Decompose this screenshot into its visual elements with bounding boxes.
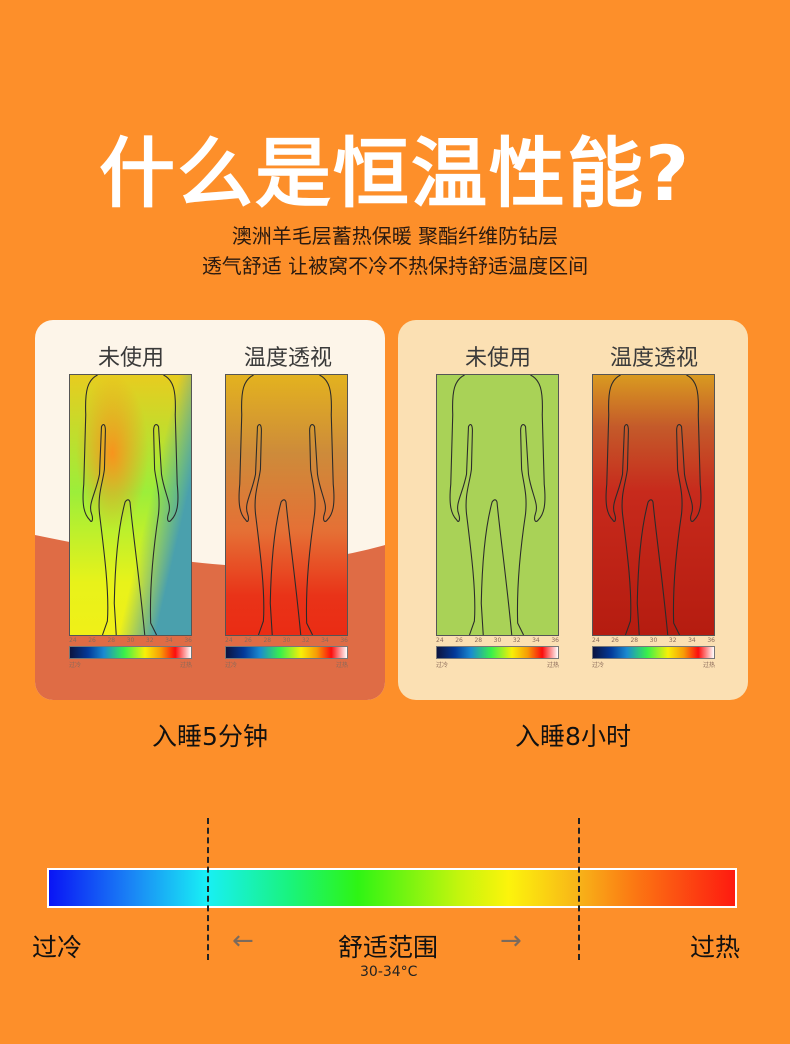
too-cold-label: 过冷 bbox=[32, 933, 83, 962]
scale-tick: 34 bbox=[165, 637, 173, 644]
scale-tick: 36 bbox=[707, 637, 715, 644]
heatmap-unused-5min bbox=[69, 374, 192, 636]
label-unused: 未使用 bbox=[464, 346, 531, 371]
scale-high-label: 过热 bbox=[702, 662, 715, 669]
scale-low-label: 过冷 bbox=[69, 662, 82, 669]
caption-5min: 入睡5分钟 bbox=[152, 722, 268, 751]
comfort-upper-boundary bbox=[578, 818, 580, 960]
scale-tick: 32 bbox=[668, 637, 677, 644]
scale-tick: 34 bbox=[532, 637, 540, 644]
label-thermal: 温度透视 bbox=[243, 346, 332, 371]
scale-ticks: 24 26 28 30 32 34 36 bbox=[592, 637, 715, 644]
scale-tick: 28 bbox=[263, 637, 272, 644]
scale-tick: 32 bbox=[301, 637, 310, 644]
subtitle-line-2: 透气舒适 让被窝不冷不热保持舒适温度区间 bbox=[201, 254, 589, 278]
scale-ticks: 24 26 28 30 32 34 36 bbox=[225, 637, 348, 644]
page-title: 什么是恒温性能? bbox=[98, 129, 692, 218]
label-unused: 未使用 bbox=[97, 346, 164, 371]
scale-tick: 24 bbox=[592, 637, 600, 644]
scale-tick: 26 bbox=[88, 637, 96, 644]
scale-tick: 24 bbox=[436, 637, 444, 644]
heatmap-thermal-8h bbox=[592, 374, 715, 636]
scale-high-label: 过热 bbox=[179, 662, 192, 669]
color-scale-bar bbox=[69, 646, 192, 659]
scale-tick: 28 bbox=[107, 637, 116, 644]
scale-high-label: 过热 bbox=[335, 662, 348, 669]
scale-tick: 34 bbox=[688, 637, 696, 644]
scale-high-label: 过热 bbox=[546, 662, 559, 669]
scale-low-label: 过冷 bbox=[436, 662, 449, 669]
scale-tick: 36 bbox=[184, 637, 192, 644]
temperature-gradient-bar bbox=[47, 868, 737, 908]
comfort-lower-boundary bbox=[207, 818, 209, 960]
color-scale-bar bbox=[436, 646, 559, 659]
scale-tick: 24 bbox=[225, 637, 233, 644]
too-hot-label: 过热 bbox=[690, 933, 741, 962]
scale-low-label: 过冷 bbox=[225, 662, 238, 669]
scale-tick: 26 bbox=[455, 637, 463, 644]
left-arrow-icon: ← bbox=[232, 926, 254, 956]
caption-8h: 入睡8小时 bbox=[515, 722, 631, 751]
scale-tick: 34 bbox=[321, 637, 329, 644]
scale-tick: 26 bbox=[244, 637, 252, 644]
scale-tick: 36 bbox=[340, 637, 348, 644]
scale-tick: 36 bbox=[551, 637, 559, 644]
scale-tick: 30 bbox=[493, 637, 502, 644]
scale-tick: 24 bbox=[69, 637, 77, 644]
scale-ticks: 24 26 28 30 32 34 36 bbox=[69, 637, 192, 644]
comfort-range-label: 舒适范围 bbox=[338, 933, 439, 962]
comfort-range-value: 30-34°C bbox=[360, 964, 418, 980]
scale-tick: 28 bbox=[474, 637, 483, 644]
scale-end-labels: 过冷 过热 bbox=[436, 660, 559, 669]
scale-end-labels: 过冷 过热 bbox=[225, 660, 348, 669]
heatmap-thermal-5min bbox=[225, 374, 348, 636]
scale-tick: 30 bbox=[126, 637, 135, 644]
scale-end-labels: 过冷 过热 bbox=[69, 660, 192, 669]
scale-tick: 32 bbox=[145, 637, 154, 644]
color-scale-bar bbox=[592, 646, 715, 659]
label-thermal: 温度透视 bbox=[609, 346, 698, 371]
scale-tick: 28 bbox=[630, 637, 639, 644]
scale-tick: 32 bbox=[512, 637, 521, 644]
scale-tick: 30 bbox=[282, 637, 291, 644]
heatmap-unused-8h bbox=[436, 374, 559, 636]
right-arrow-icon: → bbox=[500, 926, 522, 956]
color-scale-bar bbox=[225, 646, 348, 659]
scale-tick: 26 bbox=[611, 637, 619, 644]
scale-ticks: 24 26 28 30 32 34 36 bbox=[436, 637, 559, 644]
scale-low-label: 过冷 bbox=[592, 662, 605, 669]
scale-tick: 30 bbox=[649, 637, 658, 644]
subtitle-line-1: 澳洲羊毛层蓄热保暖 聚酯纤维防钻层 bbox=[231, 224, 559, 248]
scale-end-labels: 过冷 过热 bbox=[592, 660, 715, 669]
